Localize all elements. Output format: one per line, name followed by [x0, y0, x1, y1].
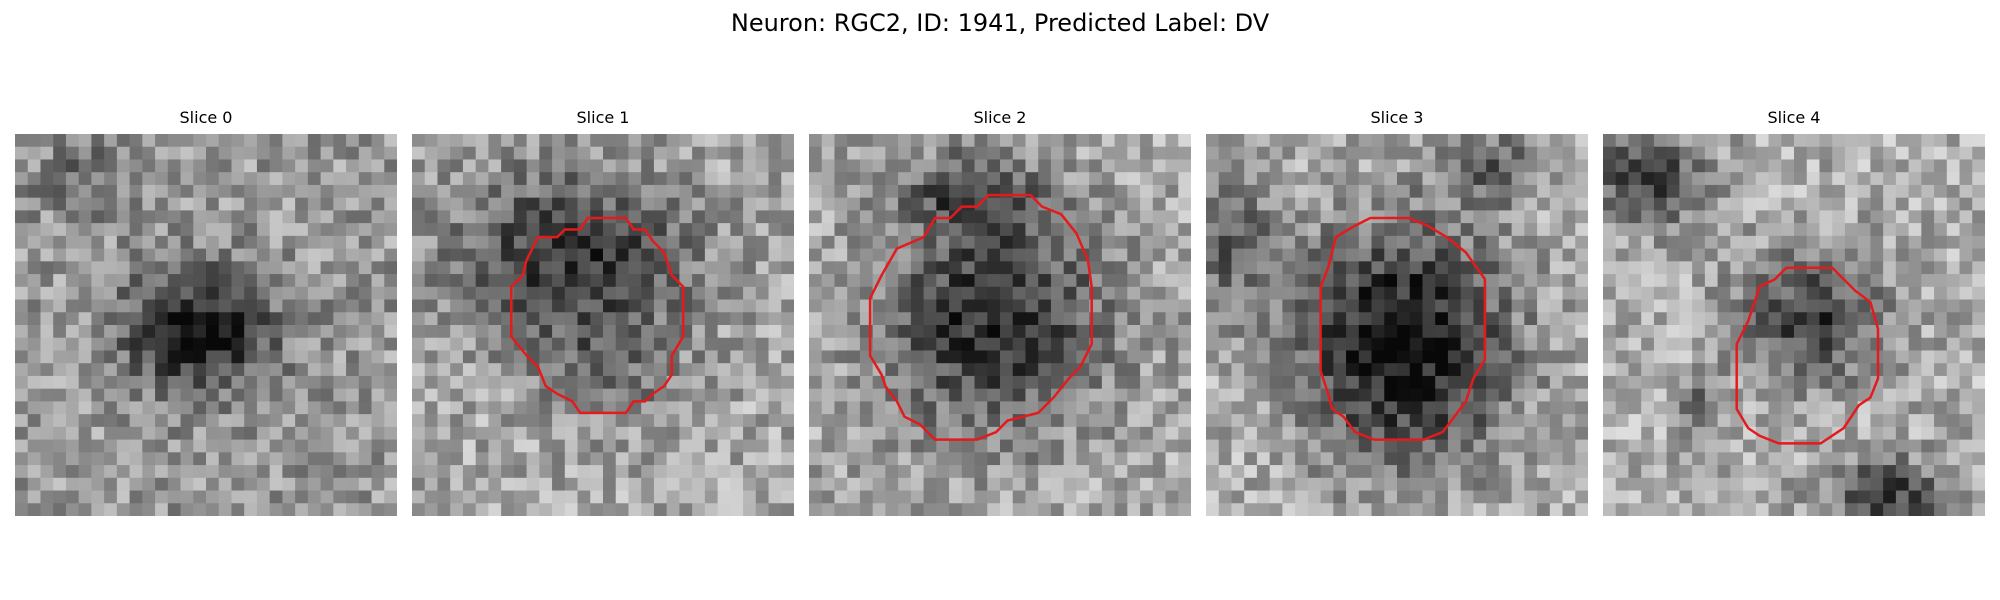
- slice-panel-1: Slice 1: [412, 108, 794, 520]
- slice-title: Slice 1: [576, 108, 630, 127]
- microscopy-slice-image: [1603, 134, 1985, 516]
- slice-panel-2: Slice 2: [809, 108, 1191, 520]
- microscopy-slice-image: [809, 134, 1191, 516]
- roi-contour: [1319, 216, 1487, 441]
- slice-title: Slice 4: [1767, 108, 1821, 127]
- slice-title: Slice 2: [973, 108, 1027, 127]
- slice-panel-0: Slice 0: [15, 108, 397, 520]
- roi-contour: [510, 216, 685, 415]
- figure-title: Neuron: RGC2, ID: 1941, Predicted Label:…: [730, 9, 1270, 37]
- microscopy-slice-image: [1206, 134, 1588, 516]
- slice-panel-4: Slice 4: [1603, 108, 1985, 520]
- microscopy-slice-image: [15, 134, 397, 516]
- slice-panel-3: Slice 3: [1206, 108, 1588, 520]
- slice-title: Slice 3: [1370, 108, 1424, 127]
- roi-contour: [1735, 266, 1880, 445]
- slice-title: Slice 0: [179, 108, 233, 127]
- roi-contour: [868, 193, 1093, 441]
- microscopy-slice-image: [412, 134, 794, 516]
